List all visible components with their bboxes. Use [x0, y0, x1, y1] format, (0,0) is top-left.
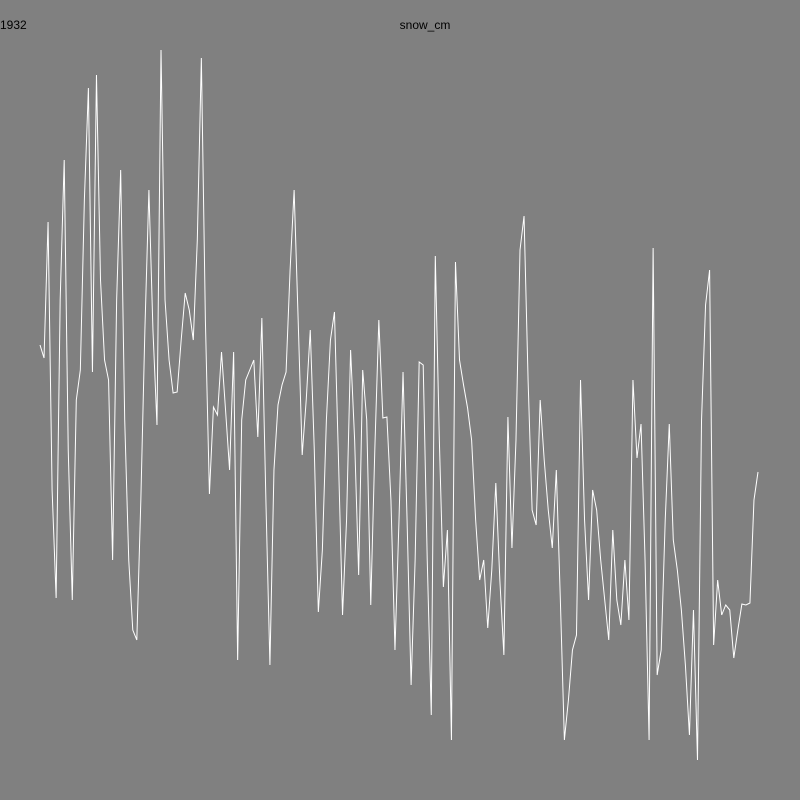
annotation: 1932 — [0, 18, 27, 32]
chart-title: snow_cm — [400, 18, 451, 32]
line — [39, 49, 759, 761]
